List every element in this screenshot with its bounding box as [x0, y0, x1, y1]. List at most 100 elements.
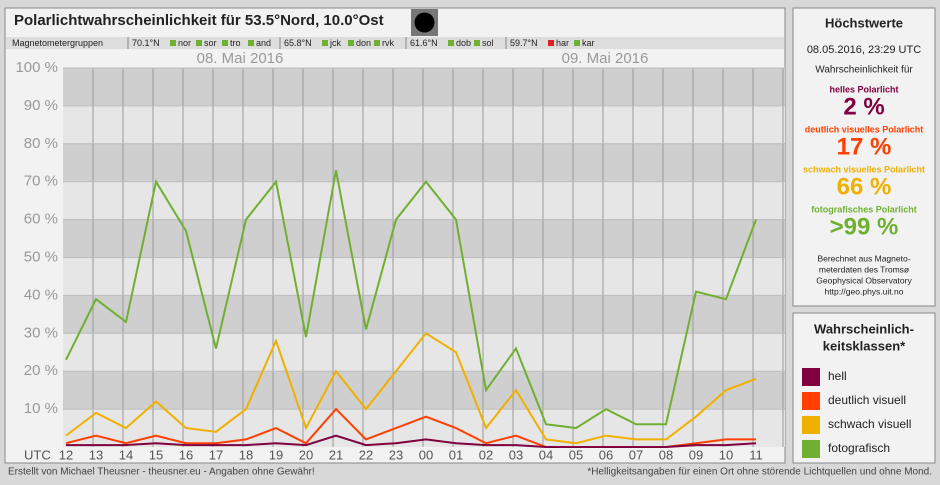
group-lat: 65.8°N: [284, 38, 312, 48]
x-tick-label: 08: [659, 447, 673, 462]
maxima-value: >99 %: [830, 213, 899, 240]
x-tick-label: 13: [89, 447, 103, 462]
plot: [63, 67, 785, 448]
x-tick-label: 18: [239, 447, 253, 462]
x-tick-label: 21: [329, 447, 343, 462]
series-line: [65, 331, 757, 445]
y-tick-label: 10 %: [24, 400, 58, 417]
footer-right: *Helligkeitsangaben für einen Ort ohne s…: [587, 467, 932, 478]
magnetometer-bar: [6, 37, 784, 49]
x-tick-label: 11: [749, 447, 763, 462]
y-tick-label: 60 %: [24, 211, 58, 228]
station-name: nor: [178, 38, 191, 48]
date-label: 08. Mai 2016: [197, 50, 284, 67]
station-status: [248, 40, 254, 46]
station-status: [574, 40, 580, 46]
y-tick-label: 80 %: [24, 135, 58, 152]
legend-label: schwach visuell: [828, 417, 911, 431]
band: [63, 219, 785, 258]
station-name: jck: [329, 38, 341, 48]
station-status: [474, 40, 480, 46]
x-tick-label: 14: [119, 447, 133, 462]
maxima-label: schwach visuelles Polarlicht: [803, 164, 925, 174]
x-tick-label: 15: [149, 447, 163, 462]
x-tick-label: 23: [389, 447, 403, 462]
maxima-panel: [792, 7, 936, 307]
station-status: [222, 40, 228, 46]
x-tick-label: 22: [359, 447, 373, 462]
legend-swatch: [802, 440, 820, 458]
legend-panel: [792, 312, 936, 464]
x-tick-label: 19: [269, 447, 283, 462]
group-lat: 59.7°N: [510, 38, 538, 48]
footer-left: Erstellt von Michael Theusner - theusner…: [8, 467, 315, 478]
maxima-value: 2 %: [843, 93, 884, 120]
x-tick-label: 07: [629, 447, 643, 462]
station-name: sor: [204, 38, 217, 48]
legend-swatch: [802, 392, 820, 410]
station-name: and: [256, 38, 271, 48]
station-status: [170, 40, 176, 46]
maxima-title: Höchstwerte: [825, 15, 903, 30]
x-tick-label: 10: [719, 447, 733, 462]
legend-label: deutlich visuell: [828, 393, 906, 407]
maxima-label: fotografisches Polarlicht: [811, 204, 917, 214]
group-lat: 70.1°N: [132, 38, 160, 48]
x-tick-label: 00: [419, 447, 433, 462]
station-status: [196, 40, 202, 46]
y-tick-label: 100 %: [15, 59, 58, 76]
maxima-label: helles Polarlicht: [829, 84, 898, 94]
x-tick-label: 17: [209, 447, 223, 462]
legend-label: hell: [828, 369, 847, 383]
x-tick-label: 05: [569, 447, 583, 462]
band: [63, 295, 785, 334]
series-line: [66, 434, 757, 448]
x-axis-label: UTC: [24, 447, 51, 462]
maxima-intro: Wahrscheinlichkeit für: [815, 65, 913, 76]
legend-swatch: [802, 416, 820, 434]
station-status: [548, 40, 554, 46]
legend-swatch: [802, 368, 820, 386]
moon-icon: [414, 12, 435, 33]
date-label: 09. Mai 2016: [562, 50, 649, 67]
y-tick-label: 90 %: [24, 97, 58, 114]
legend-title: Wahrscheinlich-: [814, 321, 914, 336]
maxima-source: Geophysical Observatory: [816, 275, 912, 285]
series-line: [65, 170, 757, 430]
x-tick-label: 16: [179, 447, 193, 462]
maxima-source: Berechnet aus Magneto-: [817, 253, 910, 263]
x-tick-label: 02: [479, 447, 493, 462]
maxima-source: meterdaten des Tromsø: [819, 264, 909, 274]
maxima-time: 08.05.2016, 23:29 UTC: [807, 44, 921, 56]
y-tick-label: 70 %: [24, 173, 58, 190]
legend-title: keitsklassen*: [823, 338, 906, 353]
station-status: [448, 40, 454, 46]
x-tick-label: 06: [599, 447, 613, 462]
station-name: don: [356, 38, 371, 48]
station-status: [322, 40, 328, 46]
station-status: [348, 40, 354, 46]
station-name: tro: [230, 38, 241, 48]
group-lat: 61.6°N: [410, 38, 438, 48]
x-tick-label: 20: [299, 447, 313, 462]
station-status: [374, 40, 380, 46]
maxima-label: deutlich visuelles Polarlicht: [805, 124, 924, 134]
x-tick-label: 04: [539, 447, 553, 462]
y-tick-label: 40 %: [24, 286, 58, 303]
maxima-value: 66 %: [837, 173, 892, 200]
legend-label: fotografisch: [828, 441, 890, 455]
y-tick-label: 20 %: [24, 362, 58, 379]
maxima-value: 17 %: [837, 133, 892, 160]
station-name: dob: [456, 38, 471, 48]
y-tick-label: 30 %: [24, 324, 58, 341]
y-tick-label: 50 %: [24, 248, 58, 265]
station-name: kar: [582, 38, 595, 48]
station-name: sol: [482, 38, 494, 48]
x-tick-label: 12: [59, 447, 73, 462]
band: [63, 68, 785, 106]
x-tick-label: 09: [689, 447, 703, 462]
magnetometer-label: Magnetometergruppen: [12, 38, 103, 48]
station-name: har: [556, 38, 569, 48]
x-tick-label: 01: [449, 447, 463, 462]
